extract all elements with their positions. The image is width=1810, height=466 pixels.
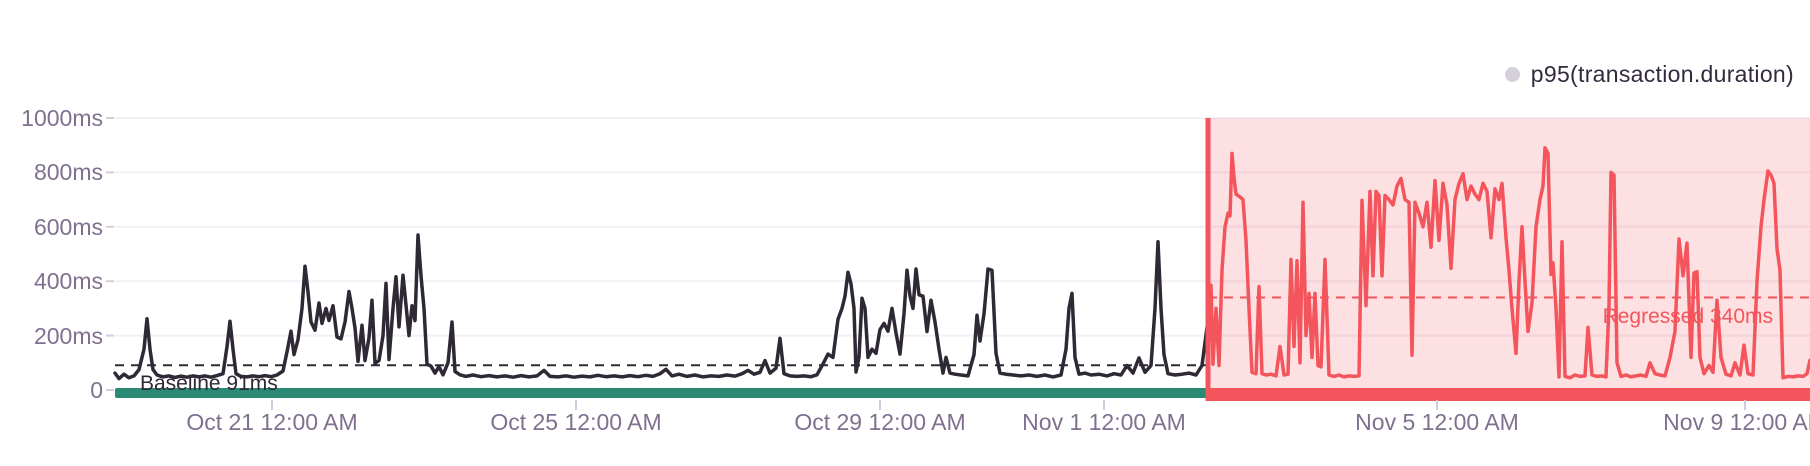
x-axis-tick-label: Nov 1 12:00 AM <box>1022 409 1186 435</box>
legend-marker-icon <box>1504 67 1520 82</box>
x-axis-tick-label: Oct 25 12:00 AM <box>490 409 662 435</box>
x-axis-tick-label: Oct 29 12:00 AM <box>794 409 966 435</box>
legend-label: p95(transaction.duration) <box>1530 61 1794 87</box>
y-axis-tick-label: 1000ms <box>21 105 103 131</box>
series-line-regressed <box>1206 146 1810 380</box>
legend-item-p95[interactable]: p95(transaction.duration) <box>1504 61 1794 88</box>
x-axis-tick-label: Oct 21 12:00 AM <box>186 409 358 435</box>
y-axis-tick-label: 400ms <box>33 268 103 295</box>
y-axis-tick-label: 600ms <box>33 213 103 240</box>
x-axis-tick-label: Nov 5 12:00 AM <box>1355 409 1519 435</box>
series-line-baseline <box>113 233 1209 381</box>
baseline-period-bar <box>115 388 1208 398</box>
x-axis-tick-label: Nov 9 12:00 AM <box>1663 409 1810 435</box>
y-axis-tick-label: 200ms <box>33 322 103 349</box>
y-axis-tick-label: 800ms <box>33 159 103 186</box>
regressed-annotation-label: Regressed 340ms <box>1602 305 1773 328</box>
y-axis-tick-label: 0 <box>90 377 103 403</box>
baseline-annotation-label: Baseline 91ms <box>140 372 278 395</box>
regression-period-bar <box>1208 388 1810 401</box>
